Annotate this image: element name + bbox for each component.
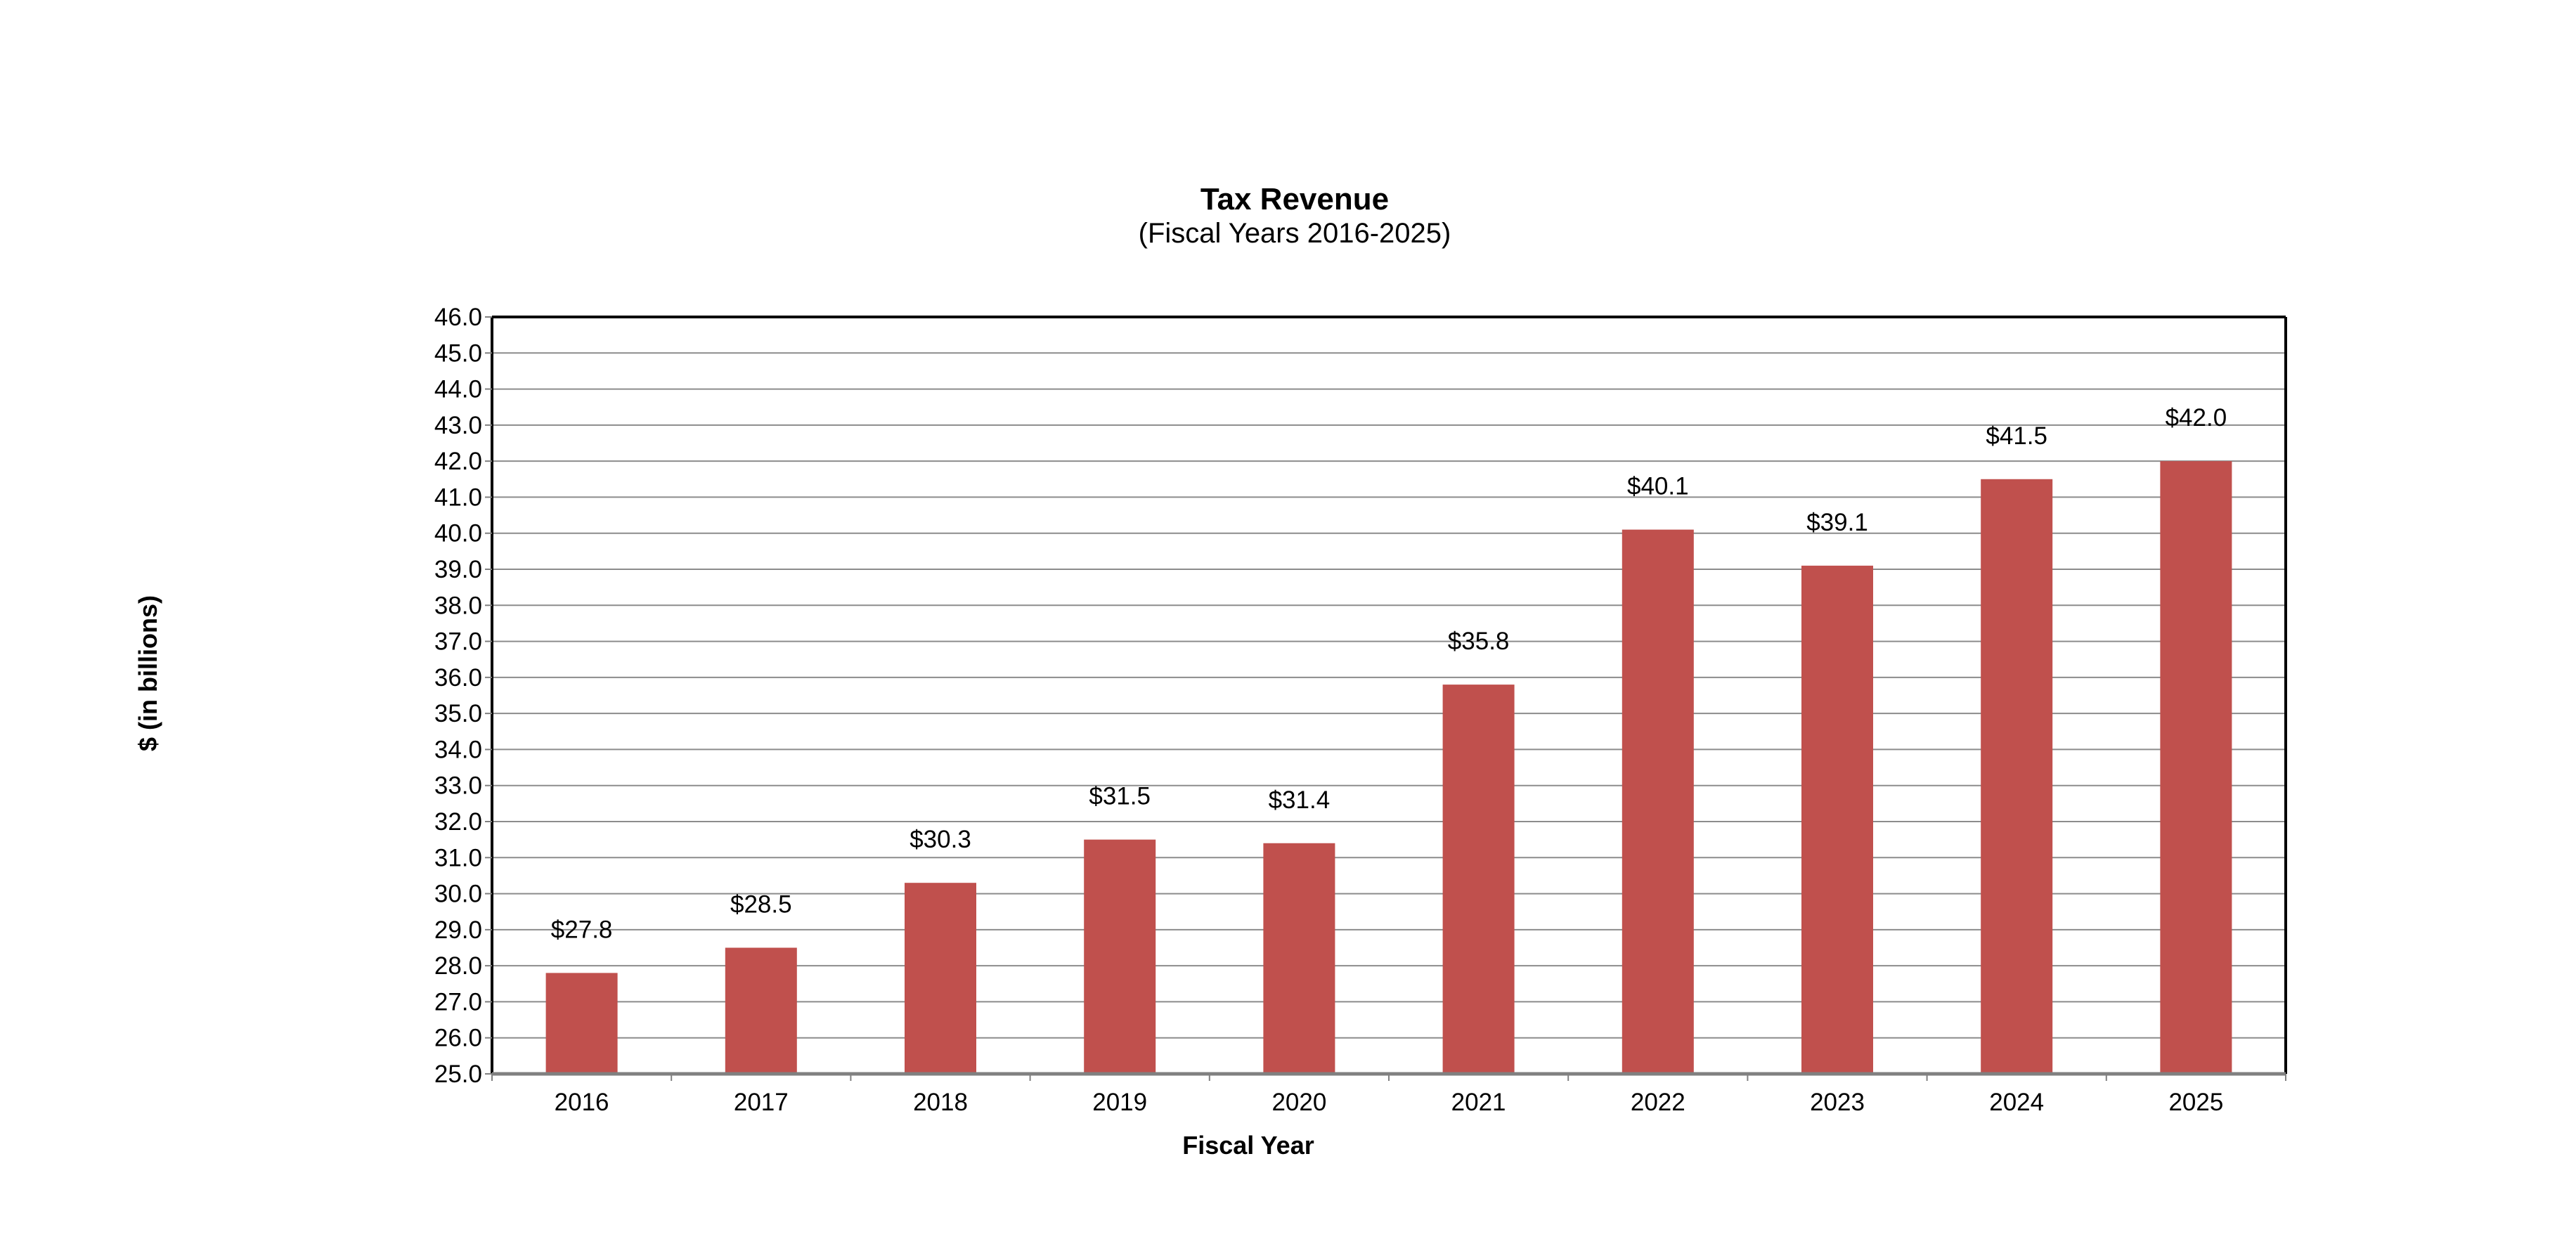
- data-label: $39.1: [1806, 509, 1868, 536]
- data-labels: $27.8 $28.5 $30.3 $31.5 $31.4 $35.8 $40.1 $39.1…: [551, 404, 2227, 943]
- y-tick-label: 43.0: [434, 412, 482, 439]
- y-tick-label: 44.0: [434, 376, 482, 403]
- bars: [545, 461, 2232, 1074]
- y-tick-label: 26.0: [434, 1025, 482, 1052]
- bar-2016: [545, 973, 618, 1074]
- data-label: $40.1: [1627, 473, 1689, 500]
- y-tick-label: 34.0: [434, 736, 482, 763]
- y-axis-label: $ (in billions): [134, 595, 162, 751]
- data-label: $42.0: [2166, 404, 2227, 432]
- y-tick-label: 32.0: [434, 808, 482, 836]
- bar-2023: [1801, 565, 1873, 1074]
- bar-2020: [1263, 843, 1335, 1074]
- chart-title: Tax Revenue: [1200, 182, 1389, 216]
- y-tick-label: 46.0: [434, 304, 482, 331]
- y-tick-label: 25.0: [434, 1061, 482, 1088]
- y-tick-label: 29.0: [434, 916, 482, 944]
- x-tick-label: 2017: [734, 1089, 789, 1116]
- x-tick-label: 2016: [555, 1089, 609, 1116]
- y-tick-label: 41.0: [434, 484, 482, 511]
- bar-2019: [1084, 839, 1156, 1074]
- y-tick-label: 28.0: [434, 952, 482, 980]
- x-tick-label: 2023: [1810, 1089, 1865, 1116]
- bar-2024: [1981, 479, 2053, 1074]
- y-tick-label: 45.0: [434, 339, 482, 367]
- data-label: $31.5: [1089, 783, 1151, 810]
- y-tick-label: 33.0: [434, 772, 482, 800]
- y-tick-label: 31.0: [434, 844, 482, 871]
- y-tick-label: 30.0: [434, 881, 482, 908]
- y-tick-label: 35.0: [434, 700, 482, 727]
- bar-2025: [2160, 461, 2232, 1074]
- x-tick-label: 2025: [2168, 1089, 2223, 1116]
- x-tick-label: 2022: [1631, 1089, 1685, 1116]
- y-tick-label: 38.0: [434, 592, 482, 619]
- x-tick-label: 2018: [913, 1089, 968, 1116]
- y-axis-ticks: 25.0 26.0 27.0 28.0 29.0 30.0 31.0 32.0 33.0 34.0…: [434, 304, 492, 1088]
- y-tick-label: 27.0: [434, 988, 482, 1016]
- y-tick-label: 42.0: [434, 448, 482, 475]
- bar-2021: [1442, 685, 1515, 1074]
- x-tick-label: 2019: [1092, 1089, 1147, 1116]
- y-tick-label: 40.0: [434, 520, 482, 547]
- data-label: $27.8: [551, 916, 613, 943]
- x-axis-ticks: 2016 2017 2018 2019 2020 2021 2022 2023 2024 2025: [491, 1074, 2286, 1116]
- bar-2018: [905, 883, 976, 1074]
- data-label: $30.3: [910, 826, 971, 853]
- x-tick-label: 2021: [1451, 1089, 1506, 1116]
- y-tick-label: 36.0: [434, 664, 482, 692]
- y-tick-label: 39.0: [434, 556, 482, 583]
- x-tick-label: 2020: [1271, 1089, 1326, 1116]
- data-label: $41.5: [1986, 422, 2047, 450]
- bar-2017: [725, 947, 797, 1074]
- bar-2022: [1622, 529, 1694, 1074]
- data-label: $31.4: [1269, 786, 1331, 814]
- x-axis-label: Fiscal Year: [1182, 1131, 1314, 1160]
- data-label: $28.5: [730, 891, 792, 919]
- y-tick-label: 37.0: [434, 628, 482, 656]
- chart-subtitle: (Fiscal Years 2016-2025): [1139, 218, 1451, 249]
- x-tick-label: 2024: [1989, 1089, 2044, 1116]
- data-label: $35.8: [1448, 628, 1510, 655]
